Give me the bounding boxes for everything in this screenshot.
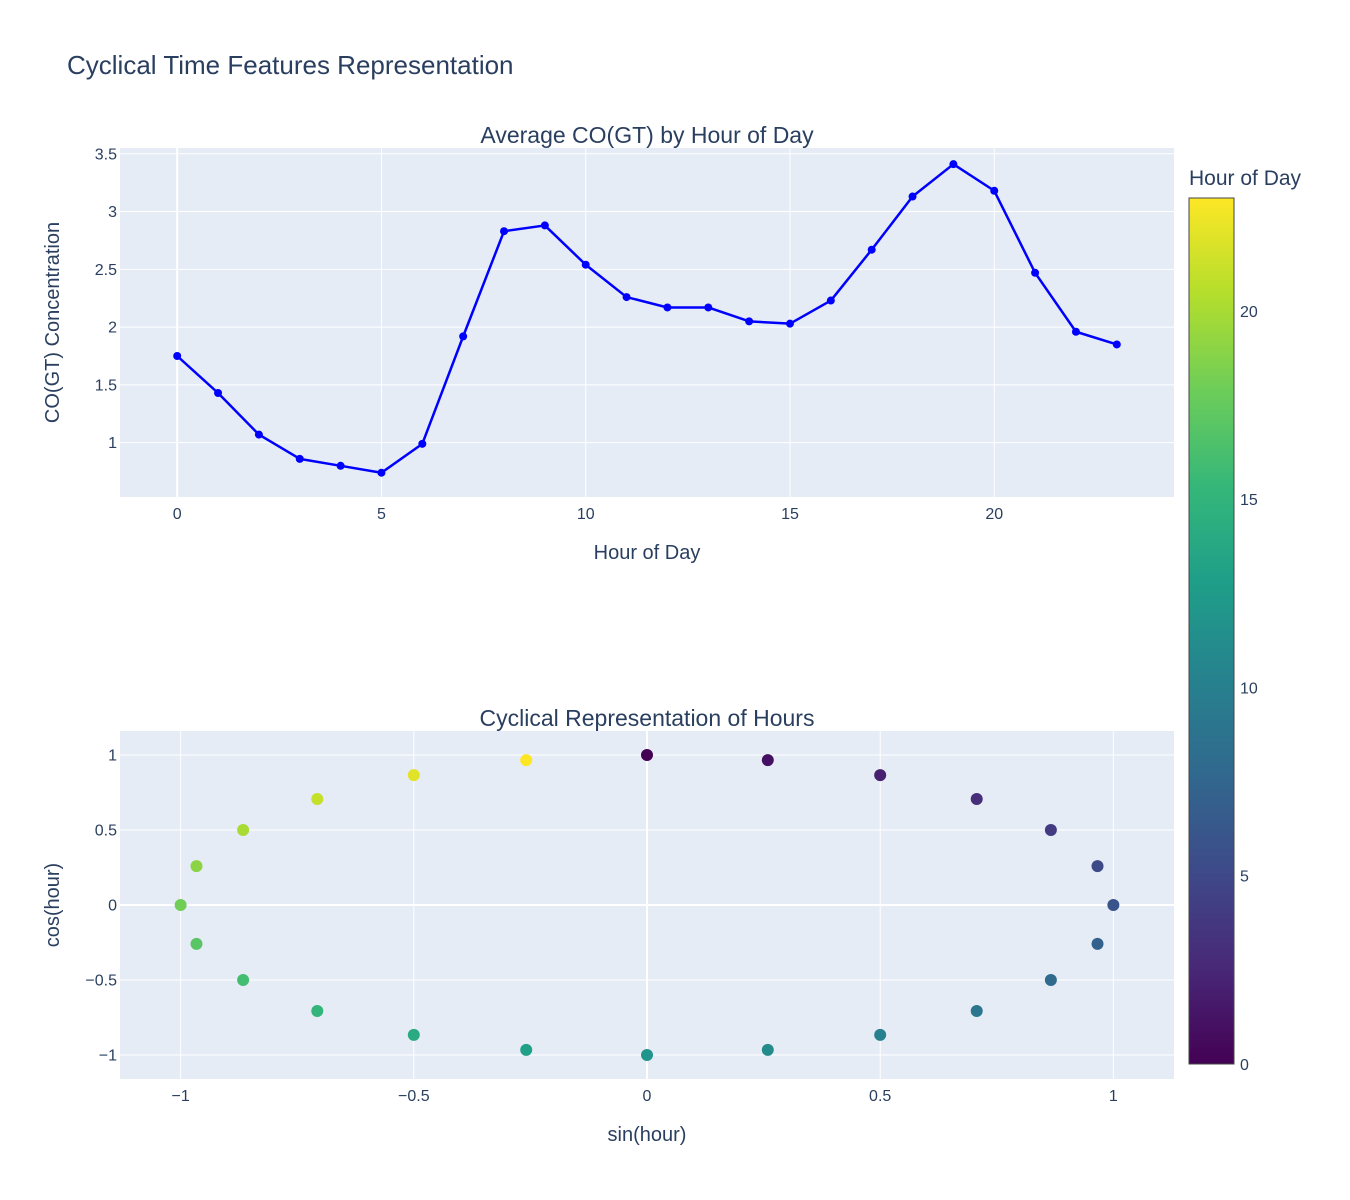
- scatter-point: [311, 792, 324, 805]
- data-point: [540, 221, 549, 230]
- scatter-point: [1044, 824, 1057, 836]
- colorbar-tick-label: 15: [1240, 492, 1258, 509]
- y-tick-label: 1: [108, 435, 117, 452]
- y-tick-label: 0: [108, 898, 117, 915]
- scatter-point: [1091, 860, 1104, 873]
- line-chart-panel: 1 1.5 2 2.5 3 3.5 0 5 10 15 20 Average CO(GT) by Ho…: [42, 122, 1174, 564]
- scatter-point: [311, 1005, 324, 1018]
- scatter-point: [237, 974, 250, 986]
- scatter-point: [174, 899, 187, 911]
- x-tick-label: 1: [1109, 1088, 1118, 1105]
- scatter-point: [407, 769, 420, 782]
- series-line: [176, 162, 1118, 474]
- scatter-point: [1107, 899, 1120, 911]
- data-point: [949, 160, 958, 169]
- data-point: [173, 352, 182, 361]
- colorbar-tick-label: 20: [1240, 304, 1258, 321]
- y-axis-title: cos(hour): [42, 863, 64, 947]
- scatter-point: [520, 754, 533, 767]
- data-point: [867, 245, 876, 254]
- y-tick-label: −0.5: [85, 973, 117, 990]
- data-point: [418, 439, 427, 448]
- y-tick-label: 3: [108, 204, 117, 221]
- x-tick-label: 0: [173, 506, 182, 523]
- y-tick-label: 2.5: [95, 262, 117, 279]
- colorbar-tick-label: 0: [1240, 1057, 1249, 1074]
- y-tick-label: 1: [108, 748, 117, 765]
- scatter-point: [970, 1005, 983, 1018]
- y-tick-label: 3.5: [95, 146, 117, 163]
- y-tick-label: 2: [108, 320, 117, 337]
- data-point: [745, 317, 754, 326]
- y-tick-label: −1: [99, 1048, 117, 1065]
- y-axis-title: CO(GT) Concentration: [42, 222, 64, 423]
- scatter-point: [761, 754, 774, 767]
- data-point: [377, 468, 386, 477]
- scatter-point: [190, 860, 203, 873]
- data-point: [663, 303, 672, 312]
- scatter-point: [874, 769, 887, 782]
- x-tick-label: 5: [377, 506, 386, 523]
- x-tick-label: 10: [577, 506, 595, 523]
- data-point: [500, 227, 509, 236]
- data-point: [254, 430, 263, 439]
- data-point: [826, 296, 835, 305]
- data-point: [1112, 340, 1121, 349]
- scatter-point: [190, 937, 203, 950]
- data-point: [336, 461, 345, 470]
- subplot-title: Average CO(GT) by Hour of Day: [480, 122, 814, 148]
- scatter-point: [970, 792, 983, 805]
- x-tick-label: −1: [172, 1088, 190, 1105]
- plot-background: [120, 148, 1174, 497]
- y-tick-label: 0.5: [95, 823, 117, 840]
- data-point: [785, 319, 794, 328]
- data-point: [1071, 327, 1080, 336]
- data-point: [1031, 268, 1040, 277]
- x-tick-label: 15: [781, 506, 799, 523]
- colorbar-bar: [1188, 197, 1235, 1065]
- x-tick-label: 20: [985, 506, 1003, 523]
- data-point: [990, 186, 999, 195]
- scatter-point: [407, 1028, 420, 1041]
- scatter-point: [761, 1043, 774, 1056]
- scatter-point: [874, 1028, 887, 1041]
- x-axis-title: sin(hour): [608, 1124, 687, 1146]
- subplot-title: Cyclical Representation of Hours: [480, 705, 815, 731]
- scatter-point: [520, 1043, 533, 1056]
- data-point: [704, 303, 713, 312]
- data-point: [908, 192, 917, 201]
- scatter-point: [1044, 974, 1057, 986]
- colorbar-title: Hour of Day: [1189, 167, 1302, 190]
- data-point: [295, 454, 304, 463]
- colorbar-tick-label: 10: [1240, 680, 1258, 697]
- data-point: [214, 388, 223, 397]
- figure-title: Cyclical Time Features Representation: [67, 50, 514, 80]
- data-point: [622, 293, 631, 302]
- scatter-point: [237, 824, 250, 836]
- x-tick-label: −0.5: [398, 1088, 430, 1105]
- x-tick-label: 0.5: [869, 1088, 891, 1105]
- colorbar-tick-label: 5: [1240, 869, 1249, 886]
- x-axis-title: Hour of Day: [594, 542, 701, 564]
- scatter-point: [641, 749, 653, 761]
- x-tick-label: 0: [643, 1088, 652, 1105]
- data-point: [581, 260, 590, 269]
- scatter-point: [1091, 937, 1104, 950]
- data-point: [459, 332, 468, 341]
- scatter-chart-panel: −1 −0.5 0 0.5 1 −1 −0.5 0 0.5 1 Cyclical Represent…: [42, 705, 1174, 1146]
- y-tick-label: 1.5: [95, 377, 117, 394]
- colorbar: Hour of Day 0 5 10 15 20: [1188, 167, 1302, 1074]
- scatter-point: [641, 1049, 653, 1061]
